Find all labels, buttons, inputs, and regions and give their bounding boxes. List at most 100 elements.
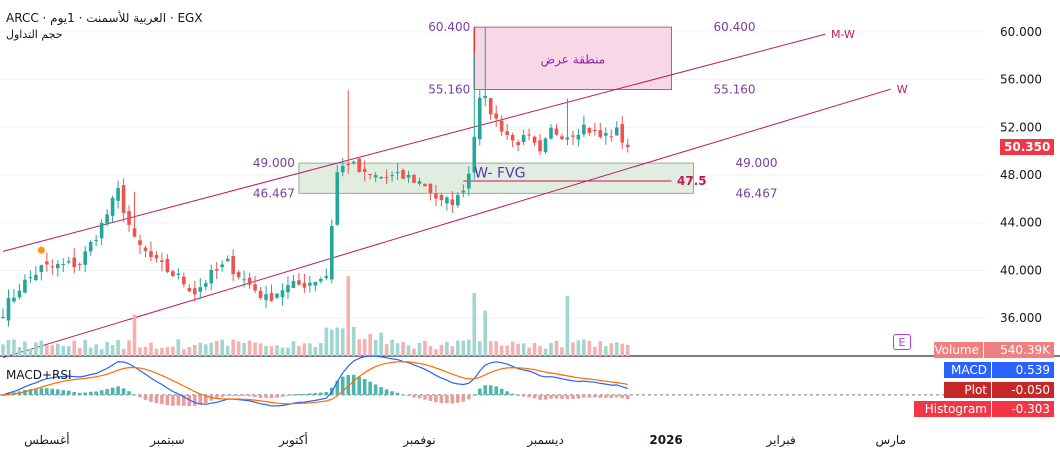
macd-legend: MACD 0.539: [944, 362, 1054, 378]
histogram-bar: [242, 394, 246, 396]
candle-body: [362, 168, 367, 172]
macd-panel-title[interactable]: MACD+RSI: [6, 368, 72, 382]
volume-bar: [269, 346, 274, 356]
histogram-bar: [176, 394, 181, 406]
candle-body: [604, 133, 608, 136]
signal-line: [2, 361, 628, 405]
candle-body: [291, 280, 296, 288]
histogram-bar: [335, 380, 340, 395]
supply-top-right-label: 60.400: [714, 20, 756, 34]
histogram-bar: [280, 394, 285, 397]
volume-bar: [94, 344, 98, 356]
volume-bar: [428, 346, 433, 356]
candle-body: [434, 193, 438, 199]
candle-body: [34, 274, 38, 281]
fvg-mid-label: 47.5: [677, 174, 707, 188]
price-tick-label: 44.000: [1000, 216, 1042, 230]
fvg-top-right-label: 49.000: [735, 156, 777, 170]
histogram-bar: [373, 384, 378, 395]
price-tick-label: 56.000: [1000, 73, 1042, 87]
symbol-line[interactable]: ARCC · العربية للأسمنت · 1يوم · EGX: [6, 11, 203, 25]
histogram-bar: [538, 394, 542, 400]
volume-bar: [214, 340, 219, 356]
supply-top-left-label: 60.400: [428, 20, 470, 34]
volume-bar: [23, 341, 27, 356]
volume-bar: [335, 327, 340, 356]
event-marker: [37, 246, 45, 254]
histogram-bar: [565, 394, 570, 399]
candle-body: [72, 257, 77, 268]
volume-bar: [242, 342, 246, 356]
volume-bar: [116, 340, 120, 356]
candle-body: [406, 174, 411, 178]
volume-bar: [401, 342, 405, 356]
volume-bar: [351, 326, 356, 356]
volume-bar: [72, 340, 77, 356]
zones-layer: [298, 26, 694, 194]
histogram-bar: [324, 392, 329, 395]
volume-bar: [483, 310, 488, 356]
price-axis: 60.000 56.000 52.000 48.000 44.000 40.000 36.0…: [1000, 25, 1042, 325]
histogram-legend: Histogram -0.303: [914, 401, 1054, 417]
histogram-bar: [23, 389, 27, 395]
histogram-bar: [379, 387, 383, 395]
histogram-bar: [445, 394, 449, 404]
volume-bar: [143, 346, 148, 356]
histogram-bar: [549, 394, 553, 399]
volume-bar: [373, 339, 378, 356]
calendar-events-icon[interactable]: E: [893, 334, 911, 350]
volume-bar: [571, 342, 575, 356]
volume-bar: [346, 276, 351, 356]
candle-body: [66, 261, 71, 263]
volume-bar: [264, 345, 268, 356]
supply-zone: [473, 26, 672, 90]
price-tick-label: 48.000: [1000, 168, 1042, 182]
histogram-bar: [472, 394, 477, 396]
volume-bar: [516, 343, 520, 356]
histogram-bar: [99, 390, 104, 395]
candle-body: [182, 276, 186, 285]
volume-bar: [439, 345, 444, 356]
time-tick-label: مارس: [875, 433, 906, 448]
histogram-bar: [543, 394, 548, 400]
candle-body: [357, 158, 361, 172]
volume-bar: [395, 343, 400, 356]
candle-body: [77, 264, 82, 266]
candle-body: [505, 131, 509, 135]
price-tick-label: 40.000: [1000, 263, 1042, 277]
volume-bar: [154, 348, 159, 356]
time-tick-label: 2026: [649, 433, 682, 447]
volume-bar: [308, 343, 312, 356]
candle-body: [264, 294, 268, 300]
volume-bar: [50, 345, 55, 356]
histogram-bar: [302, 393, 307, 395]
candle-body: [297, 280, 301, 285]
candle-body: [428, 183, 433, 193]
time-tick-label: أغسطس: [24, 432, 69, 448]
volume-bar: [39, 340, 44, 356]
histogram-bar: [357, 376, 361, 395]
candle-body: [412, 174, 416, 183]
histogram-bar: [488, 385, 493, 395]
histogram-bar: [110, 387, 115, 395]
candle-body: [187, 287, 192, 292]
trendline-upper-label: M-W: [831, 28, 855, 41]
candle-body: [324, 276, 329, 279]
histogram-bar: [291, 394, 296, 396]
candle-body: [231, 256, 235, 275]
volume-bar: [576, 340, 581, 356]
price-tick-label: 52.000: [1000, 120, 1042, 134]
histogram-bar: [439, 394, 444, 404]
candle-body: [379, 176, 383, 179]
candlesticks: [1, 27, 630, 327]
histogram-bar: [154, 394, 159, 404]
macd-line: [2, 355, 628, 407]
volume-bar: [313, 347, 318, 356]
candle-body: [160, 260, 164, 263]
histogram-bar: [143, 394, 148, 400]
histogram-bar: [510, 393, 515, 395]
histogram-bar: [132, 394, 137, 396]
volume-bar: [280, 347, 285, 356]
histogram-bar: [83, 392, 87, 395]
